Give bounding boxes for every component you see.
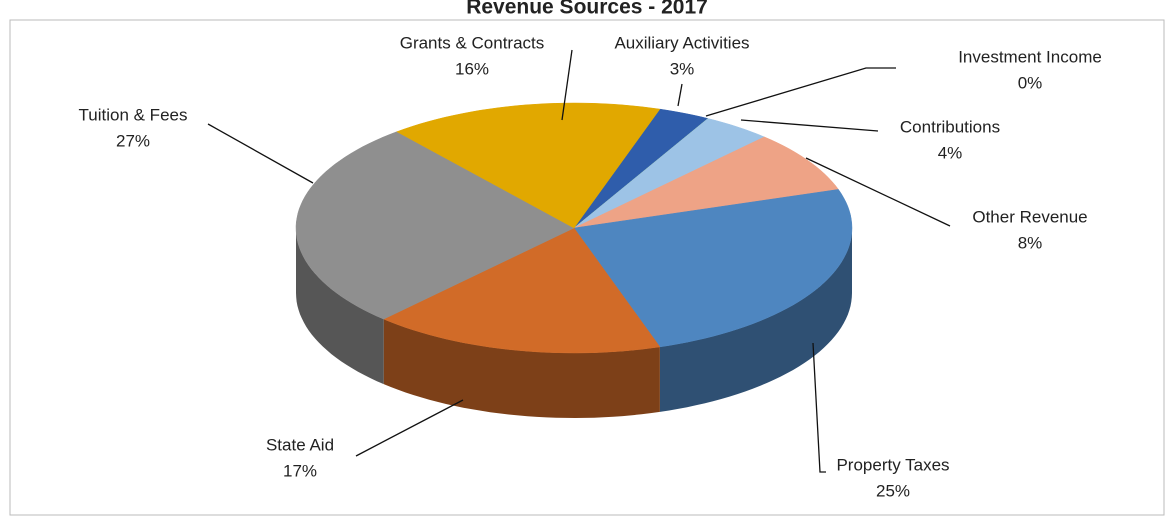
leader-line: [355, 399, 464, 457]
leader-line: [207, 123, 314, 184]
slice: [573, 118, 765, 229]
slice: [573, 108, 709, 229]
slice-value-label: 16%: [455, 59, 489, 78]
slice-label: Investment Income: [958, 47, 1102, 66]
slice-side: [383, 319, 660, 418]
slice-label: Tuition & Fees: [79, 105, 188, 124]
leader-line: [812, 342, 826, 473]
leader-line: [805, 157, 951, 227]
leader-line: [561, 49, 573, 121]
slice-label: State Aid: [266, 435, 334, 454]
slice-side: [296, 228, 384, 385]
slice-side: [659, 228, 852, 412]
chart-title: Revenue Sources - 2017: [466, 0, 708, 19]
slice: [573, 189, 853, 348]
slice: [396, 102, 661, 229]
slice-value-label: 25%: [876, 481, 910, 500]
slice-value-label: 0%: [1018, 73, 1043, 92]
slice-label: Property Taxes: [836, 455, 949, 474]
leader-line: [740, 119, 879, 132]
slice-value-label: 27%: [116, 131, 150, 150]
slice-label: Other Revenue: [972, 207, 1087, 226]
slice-value-label: 17%: [283, 461, 317, 480]
leader-line: [705, 67, 896, 117]
slice-label: Grants & Contracts: [400, 33, 545, 52]
slice: [573, 136, 839, 229]
slice-label: Contributions: [900, 117, 1000, 136]
slice-value-label: 3%: [670, 59, 695, 78]
slice-value-label: 8%: [1018, 233, 1043, 252]
leader-line: [677, 83, 683, 107]
slice-value-label: 4%: [938, 143, 963, 162]
slice: [295, 131, 575, 320]
slice-label: Auxiliary Activities: [614, 33, 749, 52]
slice: [383, 227, 661, 354]
